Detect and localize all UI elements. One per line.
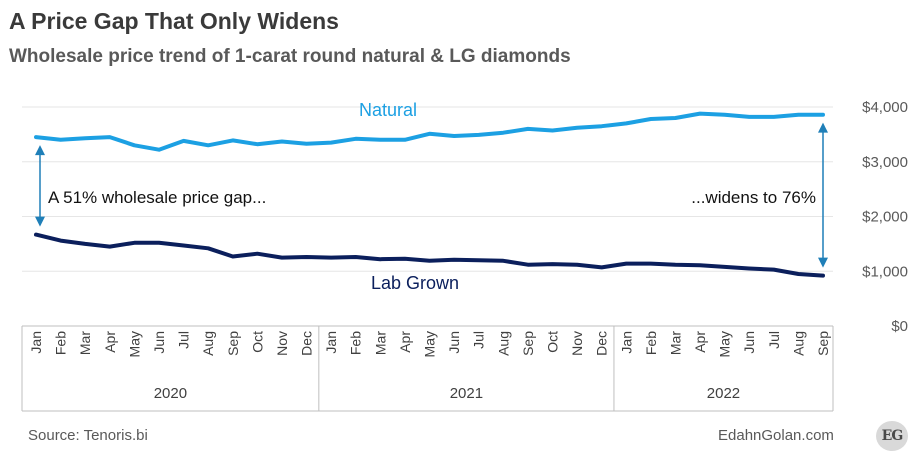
- text-labels: Natural Lab Grown A 51% wholesale price ga…: [48, 100, 816, 293]
- gap-arrows: [35, 122, 828, 268]
- left-gap-arrow-head-up: [35, 145, 45, 156]
- x-tick-label: Aug: [790, 331, 806, 356]
- x-tick-label: Jan: [618, 331, 634, 354]
- left-gap-arrow-head-down: [35, 216, 45, 227]
- x-tick-label: Feb: [348, 331, 364, 355]
- x-tick-label: Mar: [372, 331, 388, 355]
- chart-subtitle: Wholesale price trend of 1-carat round n…: [9, 46, 571, 67]
- y-axis-ticks: $0 $1,000 $2,000 $3,000 $4,000: [862, 99, 908, 335]
- x-tick-label: Sep: [225, 331, 241, 356]
- right-gap-arrow-head-up: [818, 122, 828, 133]
- x-tick-label: Jun: [446, 331, 462, 354]
- y-tick-label: $2,000: [862, 209, 908, 226]
- x-tick-label: Dec: [594, 331, 610, 356]
- x-tick-label: Aug: [200, 331, 216, 356]
- eg-logo: EG: [876, 421, 908, 451]
- chart-title: A Price Gap That Only Widens: [9, 8, 339, 34]
- x-tick-label: Feb: [643, 331, 659, 355]
- y-tick-label: $3,000: [862, 154, 908, 171]
- x-tick-label: Oct: [544, 331, 560, 353]
- gridlines: [22, 106, 833, 272]
- lab-grown-series-label: Lab Grown: [371, 273, 459, 293]
- year-label: 2020: [154, 385, 187, 402]
- x-tick-label: Nov: [274, 331, 290, 356]
- x-axis: 2020 2021 2022 Jan Feb Mar Apr May Jun Jul Aug Sep O…: [21, 325, 834, 412]
- natural-line: [34, 111, 825, 152]
- x-tick-label: Apr: [102, 331, 118, 353]
- lab-grown-line: [34, 232, 825, 278]
- x-tick-label: Oct: [249, 331, 265, 353]
- natural-series-label: Natural: [359, 100, 417, 120]
- annotation-right: ...widens to 76%: [691, 188, 816, 207]
- x-tick-label: Nov: [569, 331, 585, 356]
- x-tick-label: Jan: [323, 331, 339, 354]
- x-tick-label: Apr: [692, 331, 708, 353]
- x-tick-label: Jul: [176, 331, 192, 349]
- year-label: 2021: [450, 385, 483, 402]
- x-tick-label: Mar: [77, 331, 93, 355]
- y-tick-label: $0: [891, 318, 908, 335]
- x-tick-label: May: [126, 331, 142, 357]
- x-tick-label: Apr: [397, 331, 413, 353]
- y-tick-label: $4,000: [862, 99, 908, 116]
- x-tick-label: Jun: [151, 331, 167, 354]
- x-tick-label: Feb: [53, 331, 69, 355]
- x-tick-label: May: [717, 331, 733, 357]
- x-tick-label: May: [422, 331, 438, 357]
- x-tick-label: Jan: [28, 331, 44, 354]
- x-tick-label: Mar: [667, 331, 683, 355]
- y-tick-label: $1,000: [862, 263, 908, 280]
- x-tick-label: Dec: [299, 331, 315, 356]
- x-tick-label: Jul: [471, 331, 487, 349]
- series-lines: [34, 111, 825, 278]
- x-tick-label: Jul: [766, 331, 782, 349]
- x-tick-label: Sep: [520, 331, 536, 356]
- source-note: Source: Tenoris.bi: [28, 427, 148, 444]
- year-label: 2022: [707, 385, 740, 402]
- right-gap-arrow-head-down: [818, 257, 828, 268]
- x-tick-label: Aug: [495, 331, 511, 356]
- x-tick-label: Sep: [815, 331, 831, 356]
- x-tick-label: Jun: [741, 331, 757, 354]
- annotation-left: A 51% wholesale price gap...: [48, 188, 266, 207]
- site-credit: EdahnGolan.com: [718, 427, 834, 444]
